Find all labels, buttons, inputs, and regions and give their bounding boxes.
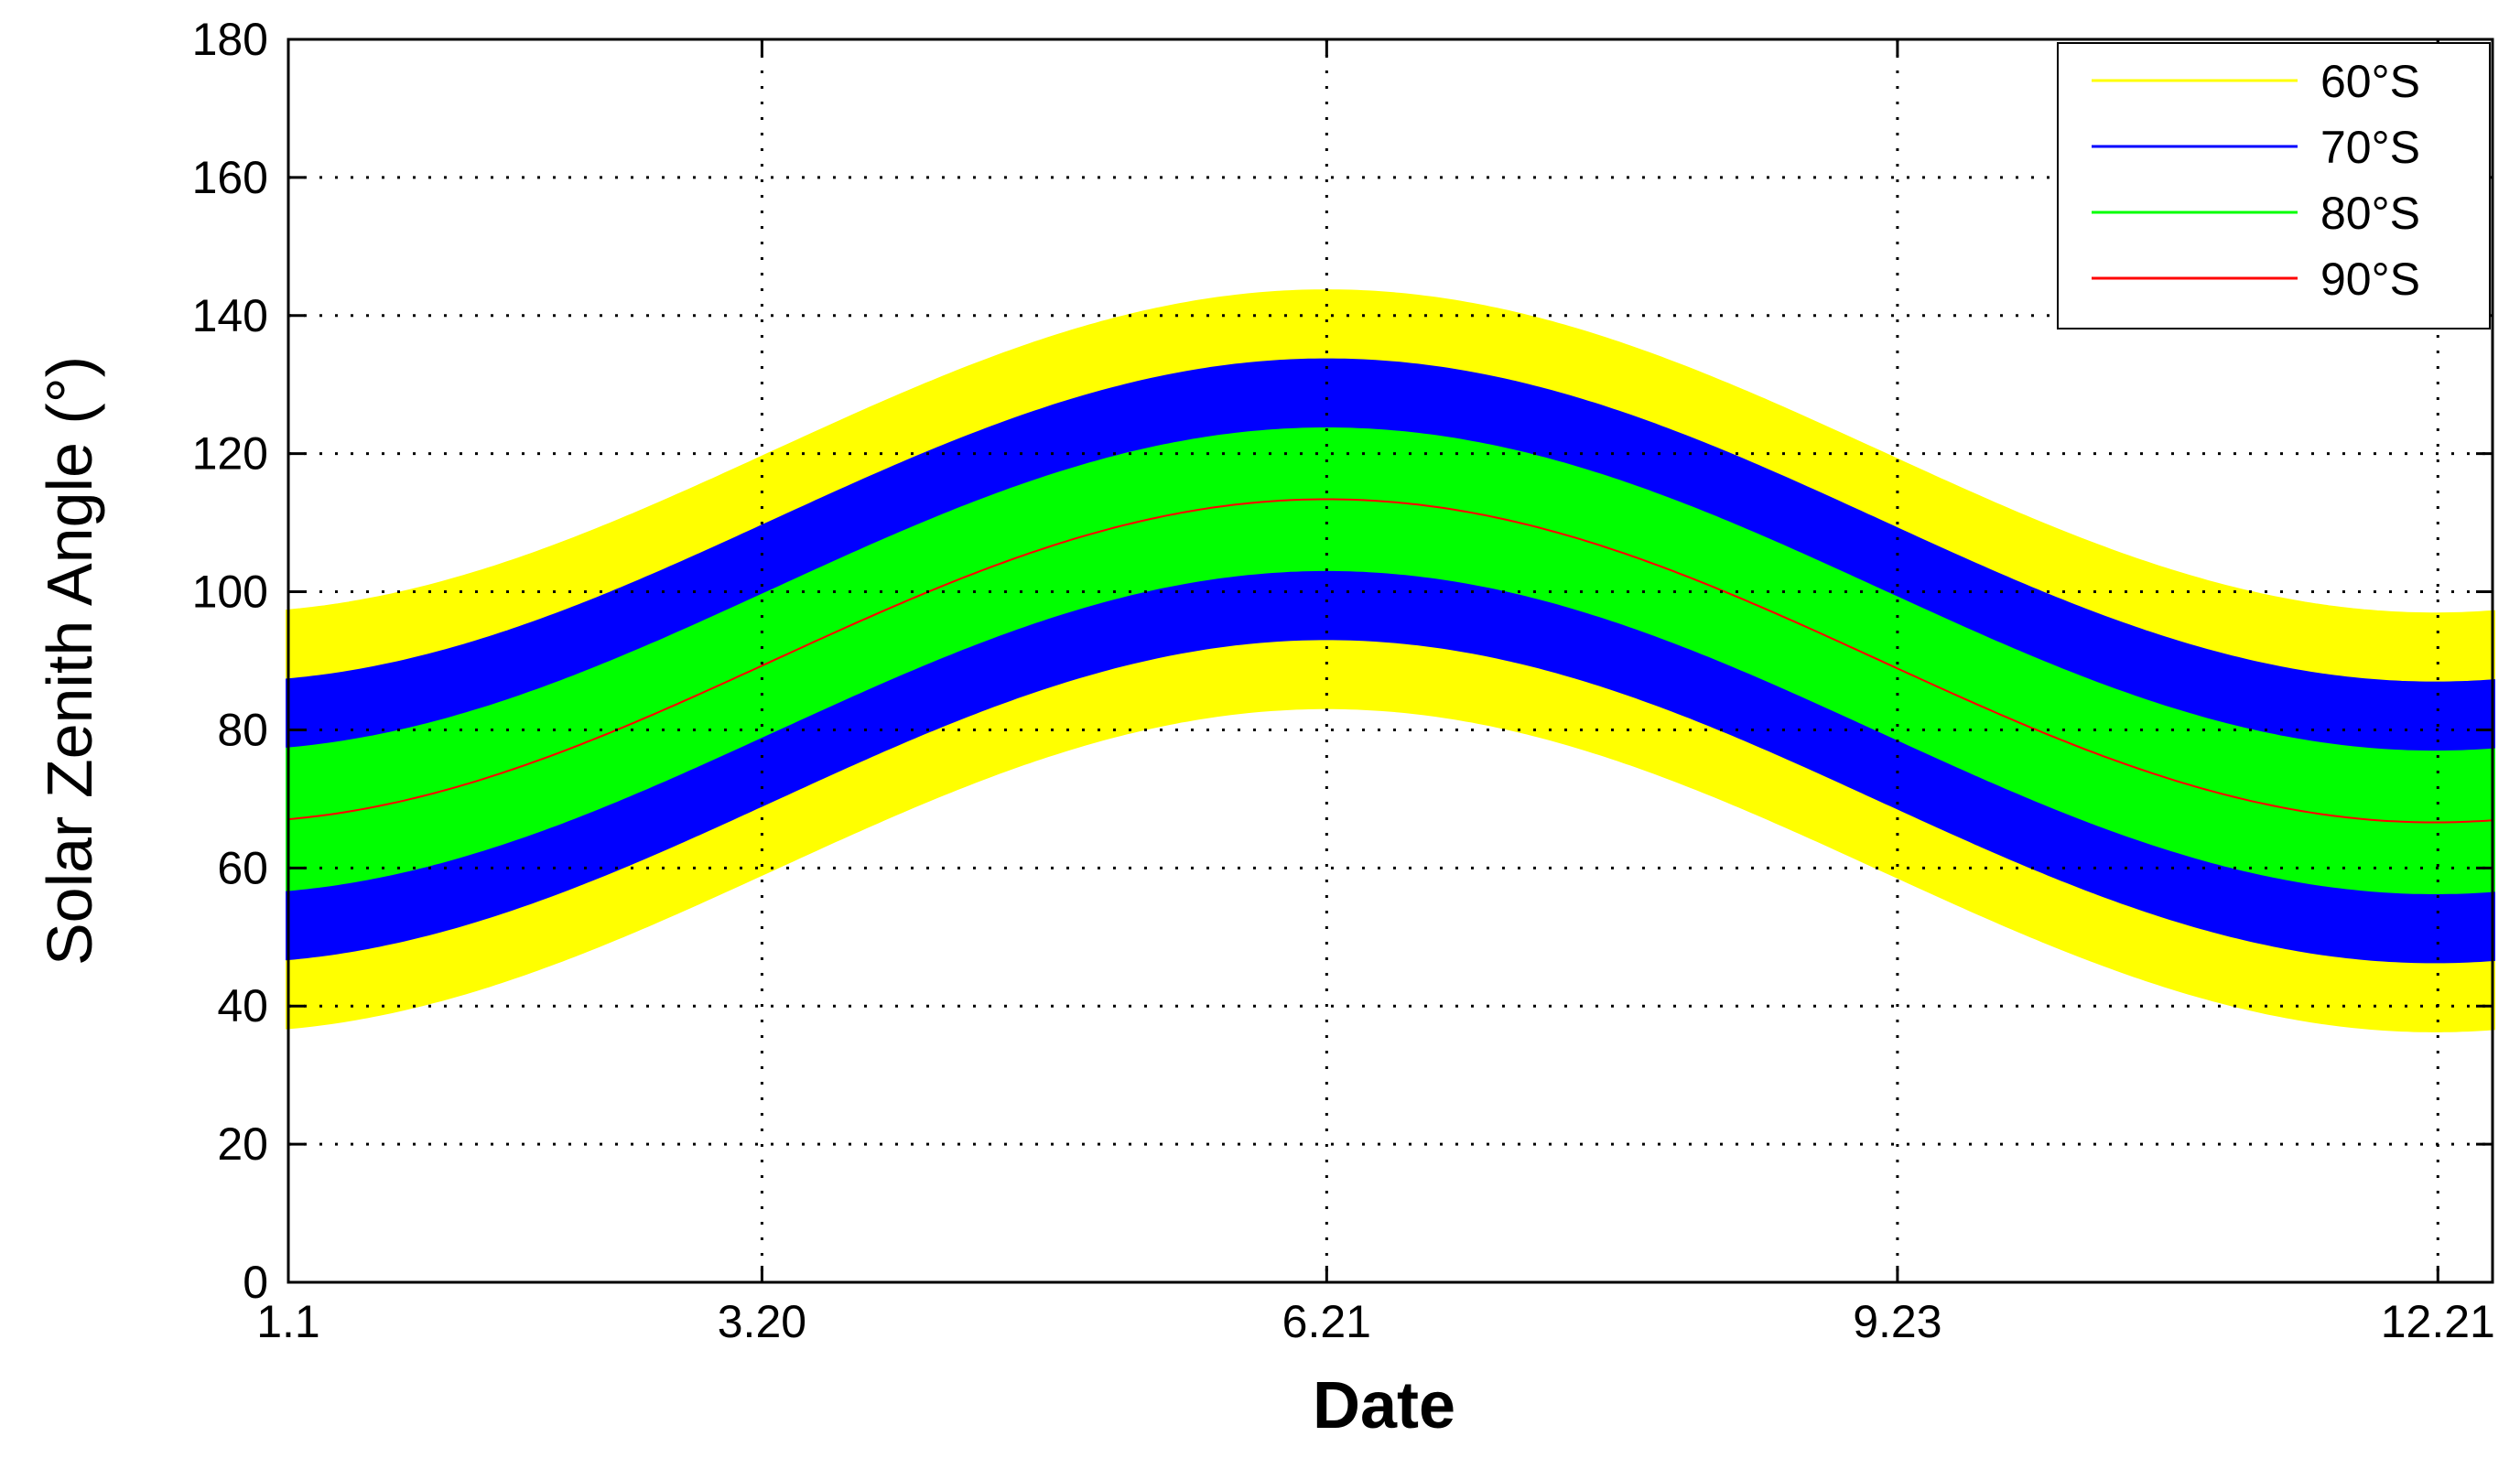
y-tick-label: 20: [217, 1118, 268, 1170]
legend-label: 90°S: [2320, 254, 2420, 305]
line-90s: [287, 498, 2493, 824]
y-tick-label: 60: [217, 842, 268, 893]
y-tick-label: 80: [217, 704, 268, 755]
x-axis-title: Date: [1313, 1369, 1455, 1442]
y-tick-label: 40: [217, 980, 268, 1031]
y-axis-ticks: 0 20 40 60 80 100 120 140 160 180: [192, 14, 2493, 1308]
plot-frame: [287, 38, 2494, 1284]
legend-label: 70°S: [2320, 122, 2420, 173]
y-tick-label: 140: [192, 290, 268, 341]
y-tick-label: 180: [192, 14, 268, 65]
y-tick-label: 120: [192, 428, 268, 480]
legend-box: [2057, 42, 2491, 329]
y-tick-label: 160: [192, 152, 268, 203]
legend: 60°S 70°S 80°S 90°S: [2057, 42, 2491, 329]
x-tick-label: 9.23: [1853, 1296, 1941, 1347]
x-axis-ticks: 1.1 3.20 6.21 9.23 12.21: [256, 39, 2495, 1347]
y-tick-label: 0: [243, 1257, 268, 1308]
legend-label: 60°S: [2320, 56, 2420, 107]
x-tick-label: 12.21: [2381, 1296, 2495, 1347]
x-tick-label: 6.21: [1282, 1296, 1371, 1347]
legend-label: 80°S: [2320, 188, 2420, 239]
y-axis-title: Solar Zenith Angle (°): [34, 356, 105, 966]
x-tick-label: 1.1: [256, 1296, 320, 1347]
x-tick-label: 3.20: [718, 1296, 806, 1347]
y-tick-label: 100: [192, 567, 268, 618]
